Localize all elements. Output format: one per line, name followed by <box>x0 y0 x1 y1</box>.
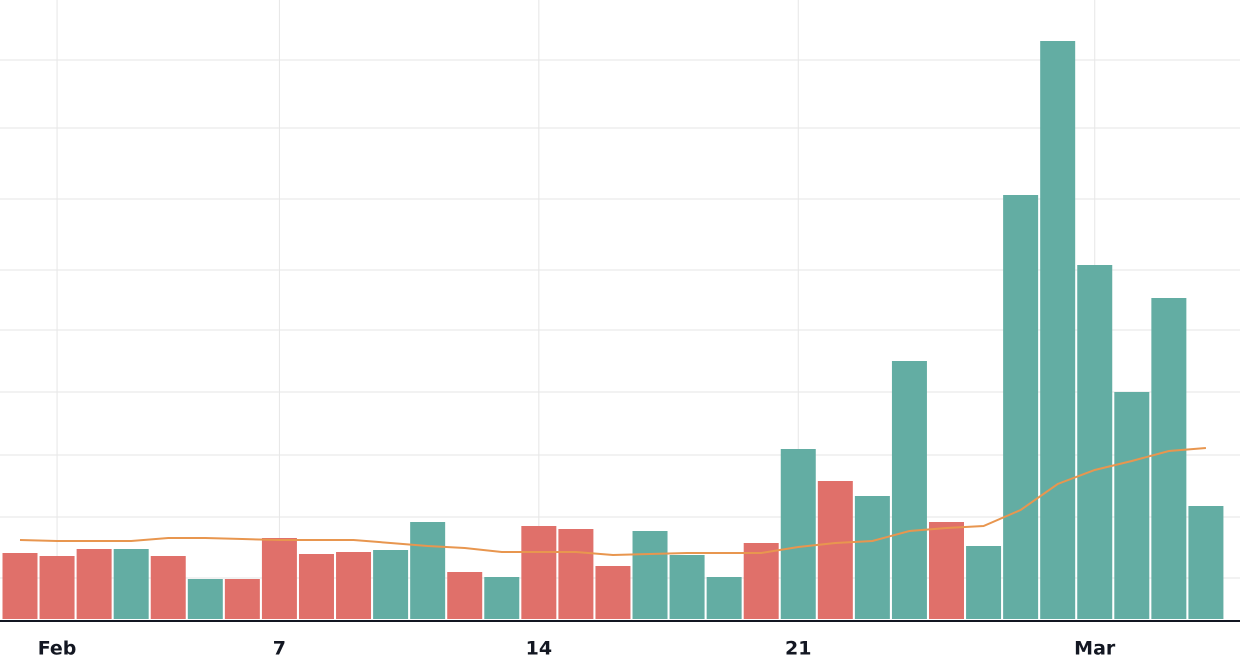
bar <box>1114 392 1150 619</box>
bar <box>261 538 297 619</box>
bar <box>780 449 816 619</box>
bar <box>1040 41 1076 619</box>
bar <box>743 543 779 619</box>
x-tick-label: Mar <box>1074 638 1116 660</box>
bar <box>410 522 446 619</box>
bar <box>484 577 520 619</box>
bar <box>1151 298 1187 619</box>
bar <box>373 550 409 619</box>
bar <box>113 549 149 619</box>
x-tick-label: 7 <box>273 638 286 660</box>
bar <box>224 579 260 619</box>
bar <box>595 566 631 619</box>
bar <box>891 361 927 619</box>
bar <box>39 556 75 619</box>
x-tick-label: 21 <box>785 638 811 660</box>
bar <box>669 555 705 619</box>
bar <box>76 549 112 619</box>
bar <box>929 522 964 619</box>
bar <box>447 572 483 619</box>
bar <box>1188 506 1224 619</box>
bar <box>706 577 742 619</box>
bar <box>521 526 557 619</box>
bar <box>854 496 890 619</box>
moving-average-line <box>19 447 1207 557</box>
bar <box>966 546 1002 619</box>
bar <box>2 553 38 619</box>
bar <box>150 556 186 619</box>
bar <box>558 529 594 619</box>
bar <box>632 531 668 619</box>
bar <box>298 554 334 619</box>
bar <box>1003 195 1039 619</box>
x-tick-label: Feb <box>38 638 77 660</box>
bar <box>1077 265 1113 619</box>
x-tick-label: 14 <box>526 638 552 660</box>
bar <box>187 579 223 619</box>
bar <box>817 481 853 619</box>
bar <box>336 552 372 619</box>
